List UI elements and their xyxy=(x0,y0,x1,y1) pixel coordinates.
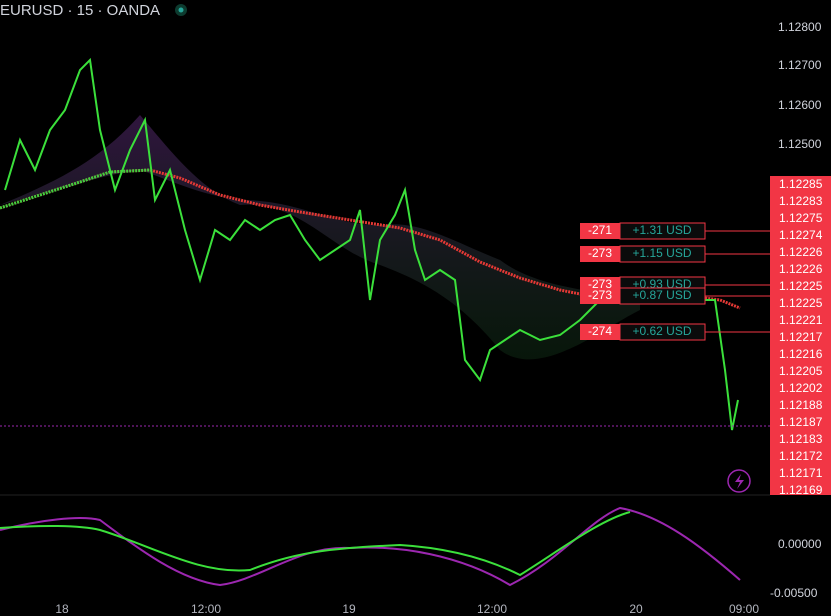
order-qty: -274 xyxy=(588,324,612,338)
price-tag: 1.12274 xyxy=(779,228,823,242)
price-tag: 1.12169 xyxy=(779,483,823,497)
time-label: 12:00 xyxy=(191,602,221,616)
price-tag: 1.12225 xyxy=(779,296,823,310)
price-tag: 1.12285 xyxy=(779,177,823,191)
order-pnl: +1.15 USD xyxy=(632,246,691,260)
order[interactable]: -273 +1.15 USD xyxy=(580,245,770,263)
order-qty: -273 xyxy=(588,277,612,291)
order-pnl-box xyxy=(619,222,706,240)
order-qty: -273 xyxy=(588,288,612,302)
order-pnl-box xyxy=(619,245,706,263)
price-tag-column xyxy=(770,176,831,495)
price-tag: 1.12226 xyxy=(779,245,823,259)
time-label: 19 xyxy=(342,602,356,616)
price-tag: 1.12225 xyxy=(779,279,823,293)
price-tag: 1.12171 xyxy=(779,466,823,480)
alert-icon[interactable] xyxy=(727,469,751,493)
order-qty-box xyxy=(580,288,620,304)
order-qty: -271 xyxy=(588,223,612,237)
orders: -271 +1.31 USD-273 +1.15 USD-273 +0.93 USD-… xyxy=(580,222,770,341)
bolt xyxy=(735,474,744,489)
price-tag: 1.12205 xyxy=(779,364,823,378)
order-pnl-box xyxy=(619,287,706,305)
order[interactable]: -273 +0.87 USD xyxy=(580,287,770,305)
price-label: 1.12500 xyxy=(778,137,822,151)
time-label: 18 xyxy=(55,602,69,616)
order-pnl: +0.62 USD xyxy=(632,324,691,338)
price-tag: 1.12217 xyxy=(779,330,823,344)
order-qty-box xyxy=(580,324,620,340)
ribbon xyxy=(0,115,640,360)
time-label: 09:00 xyxy=(729,602,759,616)
price-tag: 1.12283 xyxy=(779,194,823,208)
price-tag: 1.12275 xyxy=(779,211,823,225)
symbol-title: EURUSD · 15 · OANDA xyxy=(0,2,160,19)
price-tag: 1.12221 xyxy=(779,313,823,327)
order-pnl: +1.31 USD xyxy=(632,223,691,237)
time-label: 12:00 xyxy=(477,602,507,616)
time-label: 20 xyxy=(629,602,643,616)
order[interactable]: -274 +0.62 USD xyxy=(580,323,770,341)
price-tag: 1.12183 xyxy=(779,432,823,446)
order-pnl-box xyxy=(619,323,706,341)
order[interactable]: -271 +1.31 USD xyxy=(580,222,770,240)
signal-line xyxy=(0,511,631,577)
price-tag: 1.12202 xyxy=(779,381,823,395)
indicator-label: -0.00500 xyxy=(770,586,818,600)
price-tag: 1.12226 xyxy=(779,262,823,276)
order-pnl: +0.87 USD xyxy=(632,288,691,302)
price-tag: 1.12188 xyxy=(779,398,823,412)
moving-average xyxy=(0,168,741,310)
price-tag: 1.12172 xyxy=(779,449,823,463)
status-dot-inner xyxy=(178,7,184,13)
price-label: 1.12800 xyxy=(778,20,822,34)
price-label: 1.12700 xyxy=(778,58,822,72)
price-tag: 1.12216 xyxy=(779,347,823,361)
order-qty: -273 xyxy=(588,246,612,260)
price-tag: 1.12187 xyxy=(779,415,823,429)
moving-average-green xyxy=(0,168,151,210)
price-label: 1.12600 xyxy=(778,98,822,112)
order-qty-box xyxy=(580,223,620,239)
order-qty-box xyxy=(580,246,620,262)
indicator-label: 0.00000 xyxy=(778,537,822,551)
